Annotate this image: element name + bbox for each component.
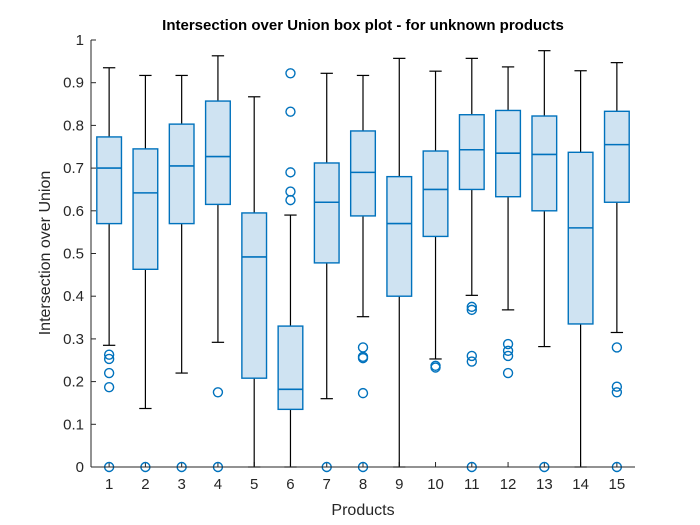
- outlier-point: [466, 304, 477, 316]
- box-13: [531, 50, 558, 473]
- iqr-box: [603, 110, 630, 203]
- box-2: [132, 74, 159, 473]
- box-5: [241, 96, 268, 468]
- x-tick-label: 4: [214, 476, 222, 493]
- outlier-point: [502, 338, 514, 350]
- x-tick-label: 1: [105, 476, 113, 493]
- y-tick-label: 0.6: [63, 203, 84, 220]
- outlier-point: [103, 349, 115, 360]
- iqr-box: [386, 175, 413, 297]
- x-tick-label: 8: [359, 476, 367, 493]
- iqr-box: [422, 150, 449, 238]
- iqr-box: [277, 325, 304, 411]
- outlier-point: [611, 387, 623, 398]
- box-9: [386, 57, 413, 468]
- outlier-point: [466, 356, 477, 367]
- iqr-box: [168, 123, 195, 225]
- outlier-point: [103, 353, 115, 365]
- outlier-point: [466, 350, 477, 362]
- box-1: [96, 67, 123, 473]
- outlier-point: [357, 342, 369, 353]
- outlier-point: [357, 352, 369, 364]
- outlier-point: [285, 167, 296, 178]
- x-tick-label: 14: [572, 476, 589, 493]
- y-tick-label: 1: [76, 32, 84, 49]
- boxes-group: [96, 50, 630, 473]
- box-11: [458, 57, 485, 473]
- outlier-point: [502, 367, 514, 379]
- outlier-point: [611, 381, 623, 392]
- outlier-point: [285, 68, 296, 79]
- x-tick-label: 9: [395, 476, 403, 493]
- y-tick-label: 0.2: [63, 374, 84, 391]
- x-axis-label: Products: [331, 502, 394, 519]
- outlier-point: [285, 106, 296, 117]
- chart-title: Intersection over Union box plot - for u…: [162, 17, 564, 34]
- box-7: [313, 72, 340, 473]
- x-tick-label: 7: [323, 476, 331, 493]
- x-tick-label: 15: [609, 476, 626, 493]
- outlier-point: [502, 345, 514, 357]
- outlier-point: [103, 381, 115, 393]
- axis-ticks: 00.10.20.30.40.50.60.70.80.911 2 3 4 5 6 7 8 9 10…: [63, 32, 625, 493]
- iqr-box: [349, 130, 377, 217]
- iqr-box: [241, 212, 268, 379]
- iqr-box: [531, 115, 558, 212]
- outlier-point: [285, 194, 296, 206]
- box-12: [495, 66, 522, 379]
- axes: [90, 40, 635, 468]
- x-tick-label: 5: [250, 476, 258, 493]
- iqr-box: [132, 148, 159, 270]
- outlier-point: [466, 301, 477, 313]
- outlier-point: [357, 387, 369, 399]
- x-tick-label: 3: [177, 476, 185, 493]
- y-tick-label: 0.4: [63, 288, 84, 305]
- x-tick-label: 10: [427, 476, 444, 493]
- iqr-box: [96, 136, 123, 225]
- box-15: [603, 62, 630, 473]
- iqr-box: [313, 162, 340, 264]
- outlier-point: [611, 342, 623, 353]
- box-3: [168, 74, 195, 473]
- y-tick-label: 0: [76, 459, 84, 476]
- x-tick-label: 13: [536, 476, 553, 493]
- x-tick-label: 6: [286, 476, 294, 493]
- iqr-box: [567, 151, 594, 325]
- box-6: [277, 68, 304, 468]
- y-tick-label: 0.3: [63, 331, 84, 348]
- iqr-box: [458, 114, 485, 191]
- x-tick-label: 2: [141, 476, 149, 493]
- x-tick-label: 11: [464, 476, 480, 493]
- box-10: [422, 70, 449, 373]
- outlier-point: [502, 350, 514, 362]
- y-tick-label: 0.1: [63, 416, 84, 433]
- outlier-point: [103, 367, 115, 379]
- box-8: [349, 74, 377, 473]
- iqr-box: [204, 100, 231, 206]
- outlier-point: [285, 186, 296, 197]
- outlier-point: [430, 362, 441, 373]
- y-tick-label: 0.5: [63, 246, 84, 263]
- y-tick-label: 0.8: [63, 117, 84, 134]
- y-tick-label: 0.9: [63, 75, 84, 92]
- y-axis-label: Intersection over Union: [37, 171, 54, 336]
- box-14: [567, 70, 594, 468]
- outlier-point: [212, 387, 224, 398]
- y-tick-label: 0.7: [63, 160, 84, 177]
- x-tick-label: 12: [500, 476, 517, 493]
- box-4: [204, 55, 231, 473]
